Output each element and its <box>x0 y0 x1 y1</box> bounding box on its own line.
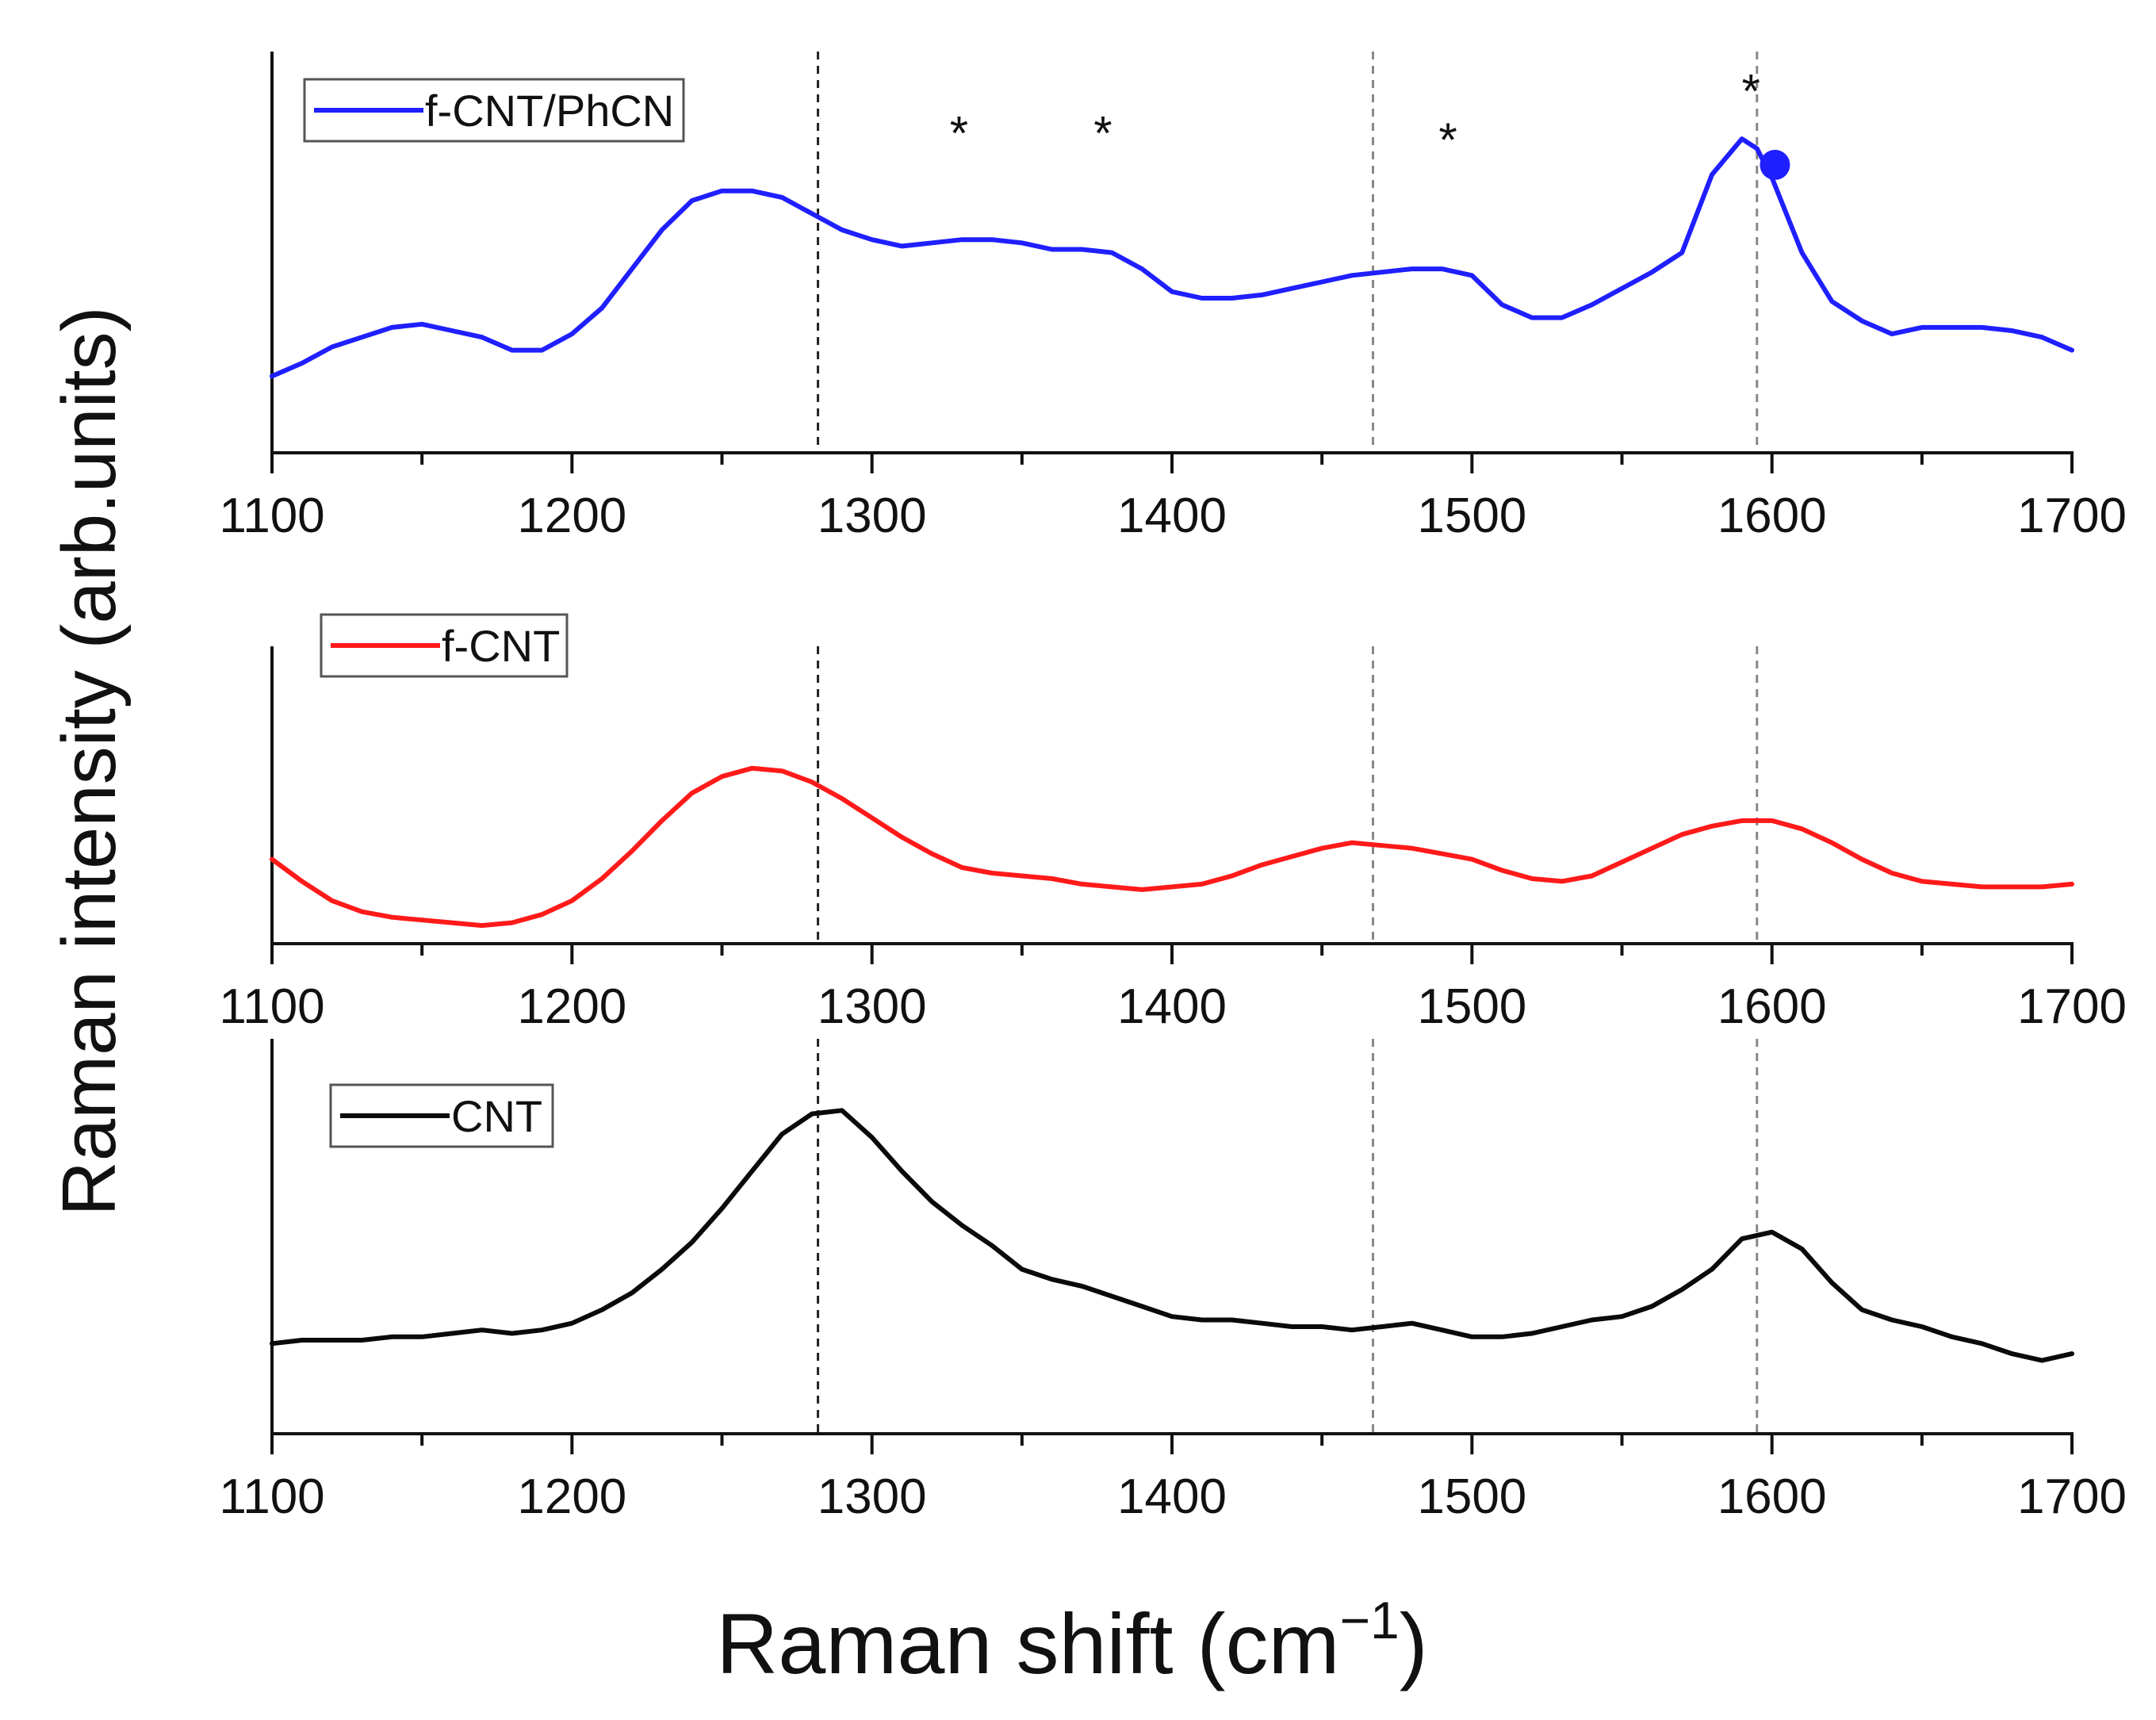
x-tick-label: 1100 <box>219 1469 324 1524</box>
x-axis-title-superscript: −1 <box>1339 1591 1399 1649</box>
x-tick-label: 1400 <box>1117 979 1227 1034</box>
x-tick-label: 1200 <box>517 488 626 543</box>
x-tick-label: 1200 <box>517 1469 626 1524</box>
peak-annotation: * <box>1742 64 1760 117</box>
x-tick-label: 1200 <box>517 979 626 1034</box>
peak-annotation: * <box>950 107 968 160</box>
x-tick-label: 1100 <box>219 979 324 1034</box>
series-line <box>270 765 2074 929</box>
peak-marker <box>1760 149 1790 180</box>
x-tick-label: 1700 <box>2017 979 2127 1034</box>
panel-f-cnt-phcn: 1100 1200 1300 1400 1500 1600 1700 * * * * f-CNT/Ph… <box>219 52 2127 543</box>
x-tick-label: 1600 <box>1718 488 1827 543</box>
x-tick-label: 1600 <box>1718 979 1827 1034</box>
legend-label: f-CNT/PhCN <box>425 86 674 136</box>
x-tick-label: 1300 <box>818 979 927 1034</box>
x-tick-label: 1500 <box>1417 488 1526 543</box>
x-tick-label: 1700 <box>2017 488 2127 543</box>
peak-annotation: * <box>1438 113 1457 167</box>
x-tick-label: 1400 <box>1117 1469 1227 1524</box>
panel-f-cnt: 1100 1200 1300 1400 1500 1600 1700 f-CNT <box>219 613 2127 1034</box>
panel-cnt: 1100 1200 1300 1400 1500 1600 1700 CNT <box>219 1039 2127 1524</box>
series-line <box>270 1108 2074 1363</box>
legend-label: f-CNT <box>442 621 560 671</box>
legend-label: CNT <box>451 1091 542 1141</box>
x-tick-label: 1600 <box>1718 1469 1827 1524</box>
x-tick-label: 1300 <box>818 488 927 543</box>
x-tick-label: 1700 <box>2017 1469 2127 1524</box>
y-axis-title: Raman intensity (arb.units) <box>47 306 132 1216</box>
x-tick-label: 1500 <box>1417 979 1526 1034</box>
x-axis-title-close: ) <box>1400 1596 1428 1691</box>
x-tick-label: 1100 <box>219 488 324 543</box>
x-tick-label: 1300 <box>818 1469 927 1524</box>
x-axis-title: Raman shift (cm−1) <box>716 1591 1427 1691</box>
peak-annotation: * <box>1093 107 1112 160</box>
x-axis-title-main: Raman shift (cm <box>716 1596 1339 1691</box>
x-tick-label: 1500 <box>1417 1469 1526 1524</box>
x-tick-label: 1400 <box>1117 488 1227 543</box>
